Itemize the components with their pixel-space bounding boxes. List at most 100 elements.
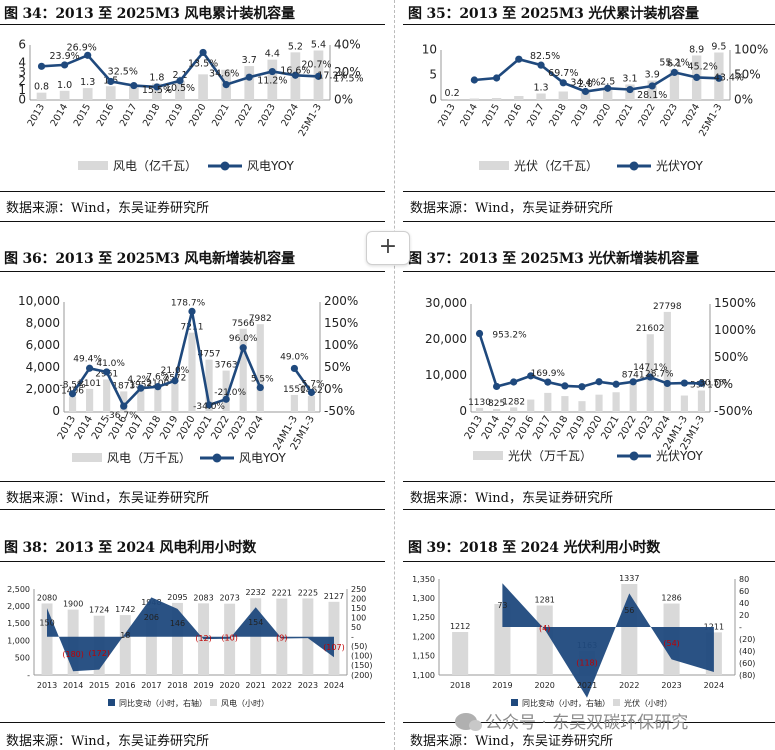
bar-data-label: 7566	[232, 319, 255, 329]
bar	[680, 395, 688, 412]
yoy-point	[527, 372, 535, 380]
y-tick-label: 0	[52, 404, 60, 418]
yoy-data-label: (172)	[88, 649, 110, 658]
bar-data-label: 2225	[298, 588, 318, 597]
y2-tick-label: 20%	[334, 65, 361, 79]
yoy-data-label: 11.2%	[257, 76, 287, 87]
bar-data-label: 4.4	[265, 49, 280, 60]
bar	[603, 87, 613, 100]
x-tick-label: 2013	[26, 102, 48, 128]
bar-data-label: 27798	[653, 302, 682, 312]
yoy-point	[268, 67, 276, 76]
x-tick-label: 2021	[577, 681, 597, 690]
yoy-point	[559, 79, 567, 87]
yoy-area	[502, 583, 714, 698]
bar	[239, 328, 247, 412]
yoy-point	[715, 74, 723, 82]
y-tick-label: 8,000	[26, 316, 60, 330]
watermark-text: 公众号 · 东吴双碳环保研究	[485, 713, 689, 733]
x-tick-label: 2014	[49, 102, 71, 128]
chart-39-pv-hours: 1,350 1,300 1,250 1,200 1,150 1,100 80 60 40 20 - (…	[412, 574, 755, 708]
bar	[224, 603, 236, 675]
y2-tick-label: (50)	[351, 642, 367, 651]
yoy-data-label: 34.6%	[209, 69, 239, 80]
legend-swatch-area	[108, 699, 115, 706]
chart-title-36: 图 36：2013 至 2025M3 风电新增装机容量	[4, 251, 295, 267]
bar-data-label: 2221	[272, 589, 292, 598]
yoy-point	[578, 383, 586, 391]
rule	[0, 561, 385, 562]
bar	[514, 96, 524, 100]
yoy-data-label: 147.1%	[633, 363, 668, 373]
x-tick-label: 2022	[233, 102, 255, 128]
y2-tick-label: 50	[351, 623, 361, 632]
bar	[41, 603, 53, 675]
y2-tick-label: -500%	[714, 404, 753, 418]
y-tick-label: 20,000	[425, 332, 467, 346]
y-tick-label: 10	[422, 42, 437, 56]
bar-data-label: 7982	[249, 314, 272, 324]
yoy-point	[697, 379, 706, 387]
legend-swatch-bar	[473, 451, 503, 460]
bar-data-label: 2127	[324, 592, 344, 601]
bar-data-label: 1.0	[57, 80, 72, 91]
add-button[interactable]: +	[366, 231, 410, 265]
bar-data-label: 1211	[704, 622, 724, 631]
yoy-data-label: -21.0%	[214, 388, 246, 398]
bar-data-label: 2095	[167, 593, 187, 602]
yoy-point	[307, 388, 316, 397]
yoy-point	[239, 344, 247, 352]
x-tick-label: 2015	[89, 681, 109, 690]
yoy-point	[629, 378, 637, 386]
yoy-point	[205, 401, 213, 409]
bar-data-label: 6.1	[667, 59, 682, 70]
yoy-data-label: 96.0%	[229, 334, 258, 344]
x-tick-label: 2018	[167, 681, 187, 690]
yoy-data-label: 17.5%	[333, 73, 363, 84]
yoy-point	[646, 373, 654, 381]
x-tick-label: 2023	[298, 681, 318, 690]
y-tick-label: 10,000	[425, 368, 467, 382]
yoy-point	[515, 55, 523, 63]
x-tick-label: 2015	[72, 102, 94, 128]
y2-tick-label: 1500%	[714, 296, 756, 310]
y-tick-label: 0	[459, 404, 467, 418]
bar	[244, 66, 255, 100]
bar	[198, 603, 210, 675]
yoy-data-label: 154	[248, 618, 263, 627]
y2-tick-label: 0%	[714, 377, 733, 391]
x-tick-label: 2017	[118, 102, 140, 128]
y-tick-label: 1	[18, 83, 26, 97]
bar	[536, 605, 553, 675]
legend-label: 光伏（亿千瓦）	[514, 158, 598, 173]
bar	[129, 85, 139, 100]
y-tick-label: 1,100	[412, 671, 435, 680]
y2-tick-label: 100%	[734, 42, 768, 56]
yoy-point	[68, 390, 77, 398]
x-tick-label: 2023	[658, 102, 680, 128]
bar	[629, 380, 637, 412]
source-note: 数据来源：Wind，东吴证券研究所	[6, 201, 209, 216]
bar	[491, 98, 502, 100]
bar	[267, 59, 278, 100]
x-tick-label: 2021	[614, 102, 636, 128]
bar-data-label: 2101	[78, 379, 101, 389]
bar	[663, 311, 671, 412]
y-tick-label: 1,200	[412, 632, 435, 641]
y-tick-label: 3	[18, 65, 26, 79]
yoy-point	[612, 380, 620, 388]
bar-data-label: 4757	[198, 350, 221, 360]
bar-data-label: 3.1	[622, 74, 637, 85]
yoy-point	[290, 364, 298, 373]
y-tick-label: 2,000	[7, 602, 30, 611]
rule	[403, 271, 775, 272]
y-tick-label: 2	[18, 74, 26, 88]
yoy-point	[510, 378, 518, 386]
x-tick-label: 2020	[592, 102, 614, 128]
legend-swatch-marker	[629, 161, 639, 171]
y-tick-label: 10,000	[18, 294, 60, 308]
yoy-data-label: 953.2%	[492, 331, 527, 341]
y-tick-label: 1,150	[412, 652, 435, 661]
y-tick-label: 6	[18, 37, 26, 51]
legend-swatch-marker	[212, 453, 222, 463]
